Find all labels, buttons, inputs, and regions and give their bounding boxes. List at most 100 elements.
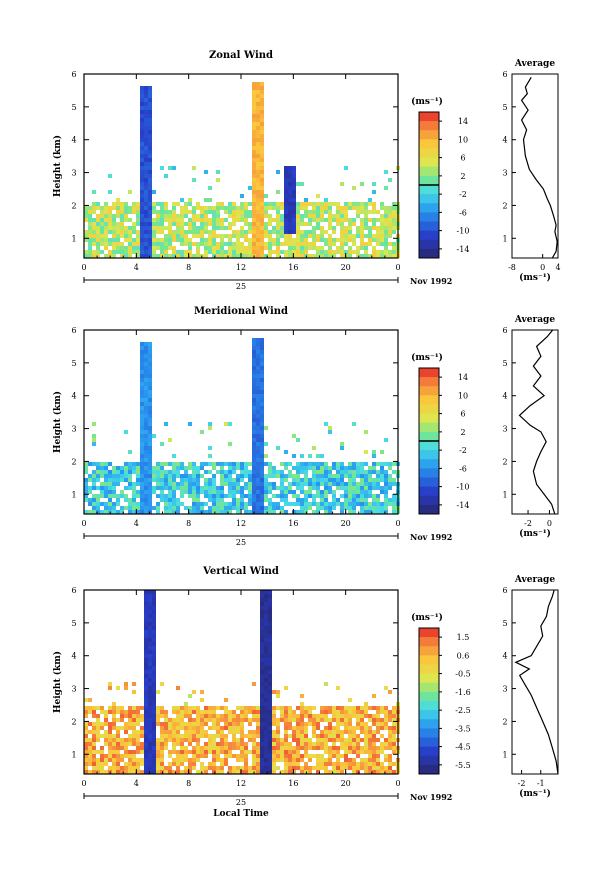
heatmap-cell — [200, 206, 204, 210]
heatmap-cell — [168, 482, 172, 486]
heatmap-cell — [256, 218, 260, 222]
heatmap-cell — [284, 174, 288, 178]
heatmap-cell — [316, 210, 320, 214]
heatmap-cell — [148, 762, 152, 766]
heatmap-cell — [324, 742, 328, 746]
heatmap-cell — [380, 510, 384, 514]
x-tick-label: 4 — [134, 519, 139, 528]
heatmap-cell — [96, 750, 100, 754]
heatmap-cell — [100, 250, 104, 254]
heatmap-cell — [352, 770, 356, 774]
heatmap-cell — [340, 478, 344, 482]
heatmap-cell — [200, 746, 204, 750]
heatmap-cell — [224, 494, 228, 498]
heatmap-cell — [284, 734, 288, 738]
heatmap-cell — [128, 498, 132, 502]
heatmap-cell — [332, 466, 336, 470]
heatmap-cell — [260, 446, 264, 450]
heatmap-cell — [208, 746, 212, 750]
heatmap-cell — [256, 482, 260, 486]
heatmap-cell — [352, 498, 356, 502]
heatmap-cell — [304, 738, 308, 742]
heatmap-cell — [212, 498, 216, 502]
heatmap-cell — [364, 494, 368, 498]
heatmap-cell — [188, 218, 192, 222]
heatmap-cell — [356, 770, 360, 774]
heatmap-cell — [180, 746, 184, 750]
heatmap-cell — [176, 218, 180, 222]
heatmap-cell — [148, 182, 152, 186]
heatmap-cell — [372, 222, 376, 226]
heatmap-cell — [156, 502, 160, 506]
heatmap-cell — [140, 382, 144, 386]
heatmap-cell — [100, 218, 104, 222]
heatmap-cell — [144, 110, 148, 114]
heatmap-cell — [224, 226, 228, 230]
colorbar-tick-label: -0.5 — [455, 670, 470, 679]
heatmap-cell — [332, 238, 336, 242]
heatmap-cell — [100, 214, 104, 218]
heatmap-cell — [160, 466, 164, 470]
heatmap-cell — [92, 498, 96, 502]
heatmap-cell — [268, 486, 272, 490]
heatmap-cell — [188, 486, 192, 490]
heatmap-cell — [256, 390, 260, 394]
heatmap-cell — [124, 254, 128, 258]
heatmap-cell — [216, 222, 220, 226]
colorbar-segment — [419, 710, 439, 720]
heatmap-cell — [392, 470, 396, 474]
heatmap-cell — [268, 206, 272, 210]
heatmap-cell — [148, 390, 152, 394]
heatmap-cell — [284, 186, 288, 190]
heatmap-cell — [256, 154, 260, 158]
heatmap-cell — [120, 222, 124, 226]
heatmap-cell — [156, 510, 160, 514]
heatmap-cell — [260, 238, 264, 242]
heatmap-cell — [376, 714, 380, 718]
heatmap-cell — [140, 506, 144, 510]
heatmap-cell — [96, 470, 100, 474]
heatmap-cell — [244, 494, 248, 498]
heatmap-cell — [364, 702, 368, 706]
heatmap-cell — [176, 250, 180, 254]
heatmap-cell — [104, 234, 108, 238]
heatmap-cell — [276, 758, 280, 762]
heatmap-cell — [120, 766, 124, 770]
heatmap-cell — [268, 746, 272, 750]
heatmap-cell — [244, 222, 248, 226]
colorbar-segment — [419, 664, 439, 675]
heatmap-cell — [212, 474, 216, 478]
heatmap-cell — [148, 630, 152, 634]
heatmap-cell — [152, 230, 156, 234]
heatmap-cell — [392, 722, 396, 726]
heatmap-cell — [84, 766, 88, 770]
heatmap-cell — [148, 250, 152, 254]
heatmap-cell — [140, 446, 144, 450]
heatmap-cell — [320, 250, 324, 254]
heatmap-cell — [96, 254, 100, 258]
heatmap-cell — [268, 654, 272, 658]
heatmap-cell — [328, 214, 332, 218]
heatmap-cell — [264, 718, 268, 722]
heatmap-cell — [288, 462, 292, 466]
heatmap-cell — [148, 402, 152, 406]
heatmap-cell — [260, 414, 264, 418]
heatmap-cell — [336, 218, 340, 222]
heatmap-cell — [132, 510, 136, 514]
heatmap-cell — [256, 494, 260, 498]
heatmap-cell — [144, 178, 148, 182]
heatmap-cell — [268, 502, 272, 506]
heatmap-cell — [148, 386, 152, 390]
heatmap-cell — [344, 766, 348, 770]
heatmap-cell — [344, 718, 348, 722]
heatmap-cell — [172, 494, 176, 498]
heatmap-cell — [136, 238, 140, 242]
heatmap-cell — [256, 478, 260, 482]
heatmap-cell — [164, 746, 168, 750]
heatmap-cell — [212, 226, 216, 230]
heatmap-cell — [256, 190, 260, 194]
profile-y-tick-label: 5 — [502, 359, 507, 368]
heatmap-cell — [176, 730, 180, 734]
heatmap-cell — [124, 726, 128, 730]
heatmap-cell — [260, 646, 264, 650]
